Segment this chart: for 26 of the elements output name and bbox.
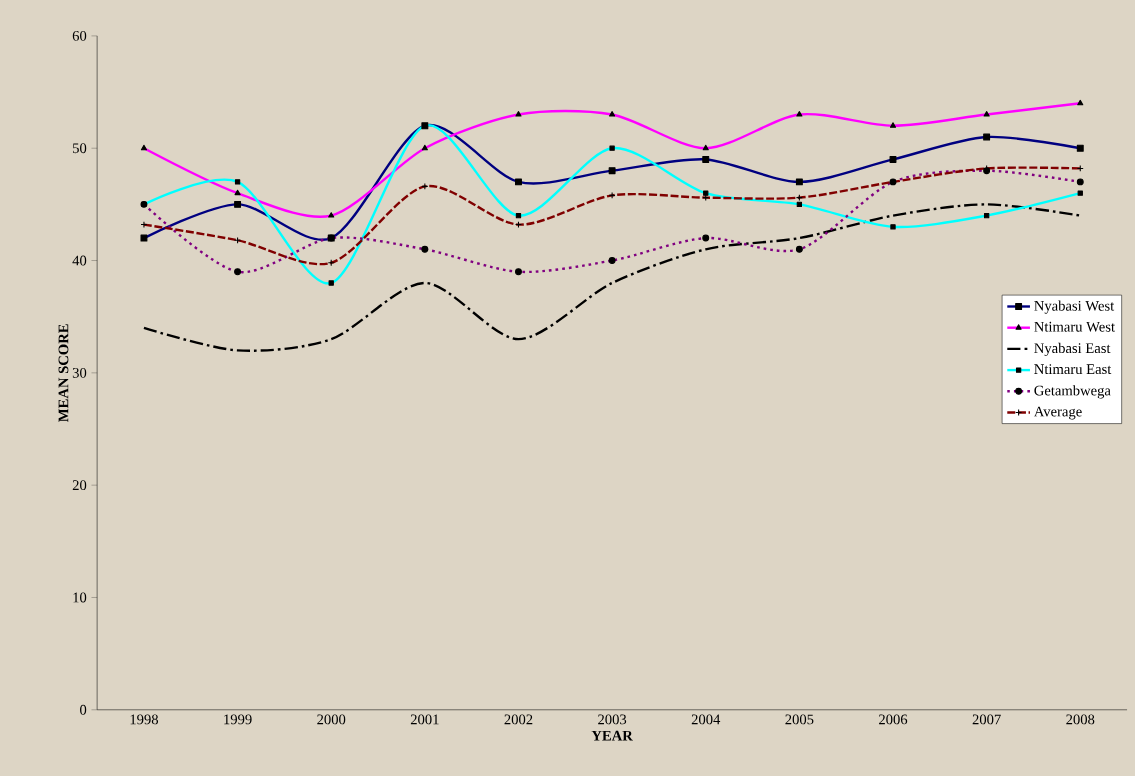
x-tick-label: 2003 <box>598 714 627 725</box>
y-tick-label: 0 <box>80 704 87 715</box>
legend-label: Nyabasi East <box>1034 342 1111 357</box>
y-tick-label: 20 <box>72 480 87 491</box>
x-tick-label: 2005 <box>785 714 814 725</box>
y-tick-label: 30 <box>72 367 87 378</box>
y-tick-label: 10 <box>73 592 87 603</box>
x-tick-label: 2000 <box>317 714 346 725</box>
x-tick-label: 1999 <box>224 714 252 725</box>
x-tick-label: 2004 <box>691 714 721 725</box>
y-tick-label: 40 <box>72 255 87 266</box>
legend-label: Getambwega <box>1034 385 1111 399</box>
legend-label: Nyabasi West <box>1034 300 1115 314</box>
legend-label: Average <box>1033 406 1082 420</box>
y-tick-label: 60 <box>72 31 87 41</box>
x-tick-label: 2008 <box>1066 714 1095 725</box>
x-tick-label: 2001 <box>410 714 439 725</box>
legend-label: Ntimaru East <box>1034 364 1112 375</box>
legend-label: Ntimaru West <box>1034 321 1115 332</box>
x-tick-label: 1998 <box>130 714 159 725</box>
x-tick-label: 2002 <box>504 714 533 725</box>
x-tick-label: 2006 <box>879 714 908 725</box>
x-axis-title: YEAR <box>591 730 633 741</box>
y-tick-label: 50 <box>73 143 87 154</box>
x-tick-label: 2007 <box>972 714 1001 725</box>
y-axis-title: MEAN SCORE <box>58 324 69 422</box>
